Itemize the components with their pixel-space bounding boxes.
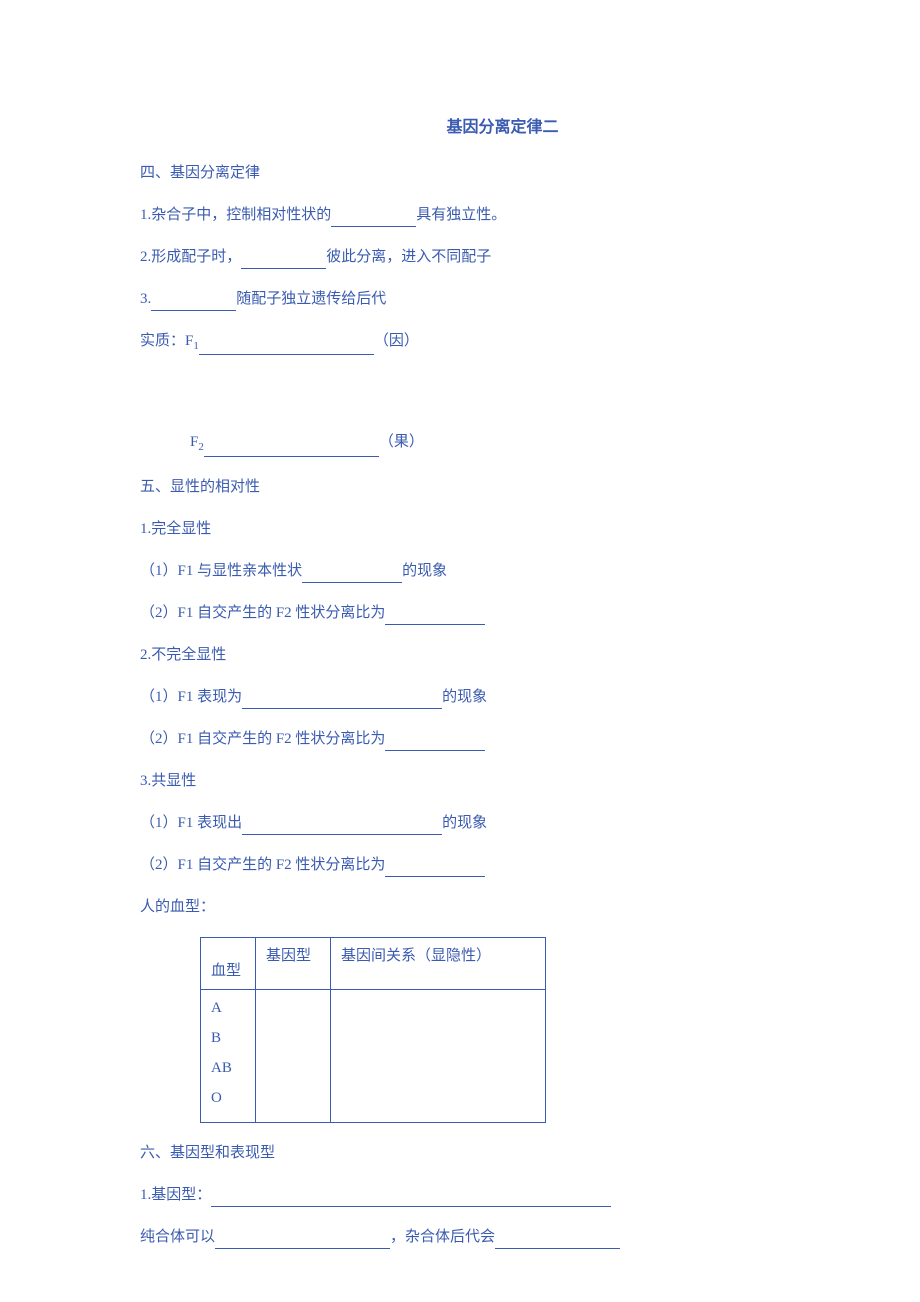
text: O bbox=[211, 1086, 245, 1116]
text: 基因间关系（显隐性） bbox=[341, 948, 491, 964]
text: （2）F1 自交产生的 F2 性状分离比为 bbox=[140, 731, 385, 747]
blank-fill[interactable] bbox=[495, 1231, 620, 1249]
table-cell: 基因型 bbox=[256, 937, 331, 989]
section5-s2-heading: 2.不完全显性 bbox=[140, 643, 780, 667]
text: 的现象 bbox=[402, 563, 447, 579]
blood-heading: 人的血型： bbox=[140, 895, 780, 919]
text: （1）F1 表现为 bbox=[140, 689, 242, 705]
text: 基因型 bbox=[266, 948, 311, 964]
text: 具有独立性。 bbox=[416, 207, 506, 223]
blank-fill[interactable] bbox=[385, 859, 485, 877]
text: （1）F1 与显性亲本性状 bbox=[140, 563, 302, 579]
blood-type-table: 血型 基因型 基因间关系（显隐性） A B AB O bbox=[200, 937, 546, 1123]
section5-heading: 五、显性的相对性 bbox=[140, 475, 780, 499]
section5-s3-item1: （1）F1 表现出 的现象 bbox=[140, 811, 780, 835]
table-cell: 基因间关系（显隐性） bbox=[331, 937, 546, 989]
text: B bbox=[211, 1026, 245, 1056]
section5-s1-item2: （2）F1 自交产生的 F2 性状分离比为 bbox=[140, 601, 780, 625]
blank-fill[interactable] bbox=[204, 439, 379, 457]
section5-s2-item1: （1）F1 表现为 的现象 bbox=[140, 685, 780, 709]
text: 血型 bbox=[211, 963, 241, 979]
section5-s3-heading: 3.共显性 bbox=[140, 769, 780, 793]
text: ，杂合体后代会 bbox=[390, 1229, 495, 1245]
section4-heading: 四、基因分离定律 bbox=[140, 161, 780, 185]
blank-fill[interactable] bbox=[199, 337, 374, 355]
blank-fill[interactable] bbox=[215, 1231, 390, 1249]
text: （因） bbox=[374, 333, 419, 349]
text: 纯合体可以 bbox=[140, 1229, 215, 1245]
blank-fill[interactable] bbox=[242, 691, 442, 709]
blank-fill[interactable] bbox=[211, 1189, 611, 1207]
text: （果） bbox=[379, 434, 424, 450]
text: 彼此分离，进入不同配子 bbox=[326, 249, 491, 265]
blank-fill[interactable] bbox=[302, 565, 402, 583]
text: 随配子独立遗传给后代 bbox=[236, 291, 386, 307]
blank-fill[interactable] bbox=[242, 817, 442, 835]
section5-s1-heading: 1.完全显性 bbox=[140, 517, 780, 541]
section4-item3: 3. 随配子独立遗传给后代 bbox=[140, 287, 780, 311]
blank-fill[interactable] bbox=[151, 293, 236, 311]
text: 1.杂合子中，控制相对性状的 bbox=[140, 207, 331, 223]
text: 的现象 bbox=[442, 815, 487, 831]
section6-heading: 六、基因型和表现型 bbox=[140, 1141, 780, 1165]
section5-s2-item2: （2）F1 自交产生的 F2 性状分离比为 bbox=[140, 727, 780, 751]
text: 2.形成配子时， bbox=[140, 249, 241, 265]
table-row: A B AB O bbox=[201, 989, 546, 1122]
section4-item2: 2.形成配子时， 彼此分离，进入不同配子 bbox=[140, 245, 780, 269]
section4-item1: 1.杂合子中，控制相对性状的 具有独立性。 bbox=[140, 203, 780, 227]
blank-fill[interactable] bbox=[241, 251, 326, 269]
section4-essence: 实质：F1（因） bbox=[140, 329, 780, 356]
text: 的现象 bbox=[442, 689, 487, 705]
table-row: 血型 基因型 基因间关系（显隐性） bbox=[201, 937, 546, 989]
table-cell[interactable] bbox=[331, 989, 546, 1122]
section5-s1-item1: （1）F1 与显性亲本性状 的现象 bbox=[140, 559, 780, 583]
blank-fill[interactable] bbox=[385, 733, 485, 751]
section6-item2: 纯合体可以 ，杂合体后代会 bbox=[140, 1225, 780, 1249]
section6-item1: 1.基因型： bbox=[140, 1183, 780, 1207]
section4-f2: F2（果） bbox=[140, 430, 780, 457]
text: （2）F1 自交产生的 F2 性状分离比为 bbox=[140, 857, 385, 873]
section5-s3-item2: （2）F1 自交产生的 F2 性状分离比为 bbox=[140, 853, 780, 877]
blank-fill[interactable] bbox=[385, 607, 485, 625]
document-title: 基因分离定律二 bbox=[140, 115, 780, 141]
blank-fill[interactable] bbox=[331, 209, 416, 227]
table-cell: 血型 bbox=[201, 937, 256, 989]
text: A bbox=[211, 996, 245, 1026]
table-cell: A B AB O bbox=[201, 989, 256, 1122]
text: （2）F1 自交产生的 F2 性状分离比为 bbox=[140, 605, 385, 621]
text: （1）F1 表现出 bbox=[140, 815, 242, 831]
text: 实质：F bbox=[140, 333, 193, 349]
text: 1.基因型： bbox=[140, 1187, 211, 1203]
text: 3. bbox=[140, 291, 151, 307]
table-cell[interactable] bbox=[256, 989, 331, 1122]
text: AB bbox=[211, 1056, 245, 1086]
